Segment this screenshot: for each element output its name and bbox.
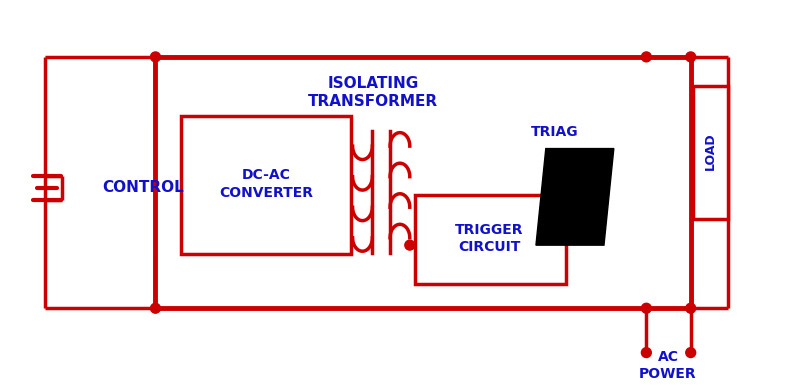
Circle shape: [641, 348, 651, 358]
Text: DC-AC
CONVERTER: DC-AC CONVERTER: [219, 168, 313, 200]
Bar: [415, 195, 566, 284]
Circle shape: [686, 52, 696, 62]
Polygon shape: [536, 149, 614, 245]
Text: ISOLATING
TRANSFORMER: ISOLATING TRANSFORMER: [308, 75, 439, 109]
Circle shape: [405, 240, 415, 250]
Circle shape: [686, 303, 696, 313]
Bar: [155, 57, 690, 308]
Text: TRIAG: TRIAG: [531, 125, 578, 139]
Text: CONTROL: CONTROL: [103, 181, 184, 196]
Text: AC
POWER: AC POWER: [639, 350, 697, 381]
Text: TRIGGER
CIRCUIT: TRIGGER CIRCUIT: [455, 223, 524, 254]
Circle shape: [151, 52, 160, 62]
Circle shape: [641, 52, 651, 62]
Text: LOAD: LOAD: [704, 133, 717, 170]
Circle shape: [151, 303, 160, 313]
Circle shape: [686, 348, 696, 358]
Circle shape: [641, 303, 651, 313]
Bar: [693, 87, 728, 219]
Bar: [181, 116, 350, 254]
